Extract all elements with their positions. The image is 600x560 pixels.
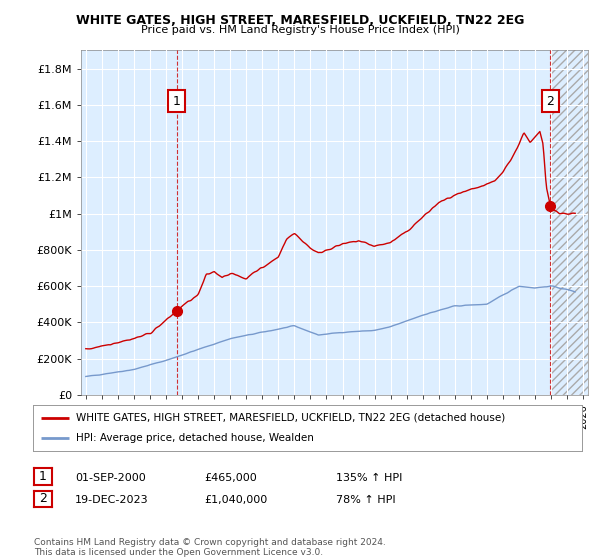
Text: HPI: Average price, detached house, Wealden: HPI: Average price, detached house, Weal… [76,433,314,443]
Text: 78% ↑ HPI: 78% ↑ HPI [336,495,395,505]
Text: 2: 2 [38,492,47,506]
Text: 01-SEP-2000: 01-SEP-2000 [75,473,146,483]
Text: 135% ↑ HPI: 135% ↑ HPI [336,473,403,483]
Text: WHITE GATES, HIGH STREET, MARESFIELD, UCKFIELD, TN22 2EG: WHITE GATES, HIGH STREET, MARESFIELD, UC… [76,14,524,27]
Text: Price paid vs. HM Land Registry's House Price Index (HPI): Price paid vs. HM Land Registry's House … [140,25,460,35]
Text: 2: 2 [547,95,554,108]
Text: 1: 1 [38,470,47,483]
Text: £465,000: £465,000 [204,473,257,483]
Text: WHITE GATES, HIGH STREET, MARESFIELD, UCKFIELD, TN22 2EG (detached house): WHITE GATES, HIGH STREET, MARESFIELD, UC… [76,413,505,423]
Text: 1: 1 [173,95,181,108]
Text: 19-DEC-2023: 19-DEC-2023 [75,495,149,505]
Text: £1,040,000: £1,040,000 [204,495,267,505]
Text: Contains HM Land Registry data © Crown copyright and database right 2024.
This d: Contains HM Land Registry data © Crown c… [34,538,385,557]
